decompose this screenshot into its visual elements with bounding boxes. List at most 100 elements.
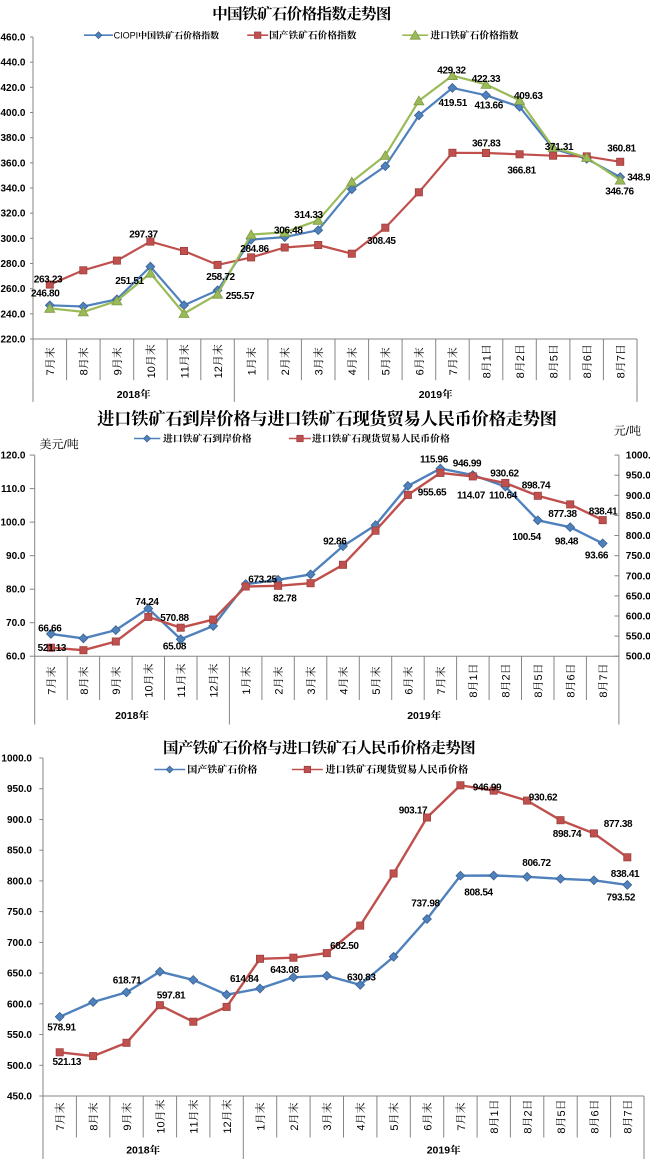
svg-text:0: 0 xyxy=(144,685,156,691)
svg-text:4: 4 xyxy=(347,369,359,375)
svg-text:500.0: 500.0 xyxy=(626,652,650,663)
svg-text:409.63: 409.63 xyxy=(514,91,543,102)
svg-text:82.78: 82.78 xyxy=(273,593,297,604)
svg-text:297.37: 297.37 xyxy=(129,230,158,241)
svg-text:898.74: 898.74 xyxy=(522,481,551,492)
svg-text:950.0: 950.0 xyxy=(7,784,32,795)
svg-text:8: 8 xyxy=(79,688,91,694)
svg-text:6: 6 xyxy=(422,1124,434,1130)
svg-text:650.0: 650.0 xyxy=(7,969,32,980)
svg-text:255.57: 255.57 xyxy=(226,291,255,302)
svg-text:/: / xyxy=(626,424,630,438)
svg-text:1: 1 xyxy=(146,372,158,378)
svg-text:8: 8 xyxy=(589,1127,601,1133)
svg-text:70.0: 70.0 xyxy=(6,618,26,629)
svg-text:3: 3 xyxy=(322,1124,334,1130)
svg-text:8: 8 xyxy=(468,691,480,697)
svg-text:450.0: 450.0 xyxy=(7,1092,32,1103)
svg-text:413.66: 413.66 xyxy=(474,101,503,112)
svg-text:348.97: 348.97 xyxy=(627,173,650,184)
svg-text:3: 3 xyxy=(306,688,318,694)
svg-text:246.80: 246.80 xyxy=(31,289,60,300)
svg-text:800.0: 800.0 xyxy=(626,531,650,542)
svg-text:1: 1 xyxy=(176,691,188,697)
svg-text:578.91: 578.91 xyxy=(47,1023,76,1034)
svg-text:737.98: 737.98 xyxy=(411,899,440,910)
svg-text:950.0: 950.0 xyxy=(626,471,650,482)
svg-text:8: 8 xyxy=(481,372,493,378)
svg-text:2018: 2018 xyxy=(117,389,141,401)
svg-text:7: 7 xyxy=(55,1124,67,1130)
svg-text:521.13: 521.13 xyxy=(53,1057,82,1068)
svg-text:7: 7 xyxy=(456,1124,468,1130)
svg-text:93.66: 93.66 xyxy=(585,551,609,562)
svg-text:74.24: 74.24 xyxy=(135,597,159,608)
svg-text:1: 1 xyxy=(247,369,259,375)
svg-text:877.38: 877.38 xyxy=(548,509,577,520)
svg-text:2: 2 xyxy=(209,685,221,691)
svg-text:946.99: 946.99 xyxy=(473,783,502,794)
svg-text:110.64: 110.64 xyxy=(489,491,518,502)
svg-text:320.0: 320.0 xyxy=(0,209,25,220)
svg-text:2: 2 xyxy=(515,355,527,361)
svg-text:1: 1 xyxy=(209,691,221,697)
svg-text:7: 7 xyxy=(46,688,58,694)
svg-text:306.48: 306.48 xyxy=(274,226,303,237)
svg-text:60.0: 60.0 xyxy=(6,652,26,663)
svg-text:700.0: 700.0 xyxy=(626,571,650,582)
svg-text:1: 1 xyxy=(489,1110,501,1116)
svg-text:1: 1 xyxy=(179,372,191,378)
svg-text:1: 1 xyxy=(255,1124,267,1130)
svg-text:367.83: 367.83 xyxy=(472,138,501,149)
svg-text:346.76: 346.76 xyxy=(605,187,634,198)
svg-text:955.65: 955.65 xyxy=(418,488,447,499)
svg-text:850.0: 850.0 xyxy=(626,511,650,522)
svg-text:600.0: 600.0 xyxy=(626,612,650,623)
svg-text:2019: 2019 xyxy=(419,389,443,401)
svg-text:284.86: 284.86 xyxy=(240,244,269,255)
svg-text:838.41: 838.41 xyxy=(589,507,618,518)
svg-text:66.66: 66.66 xyxy=(38,624,62,635)
svg-text:597.81: 597.81 xyxy=(157,991,186,1002)
svg-text:614.84: 614.84 xyxy=(230,974,259,985)
svg-text:2018: 2018 xyxy=(115,710,139,722)
svg-text:8: 8 xyxy=(549,372,561,378)
svg-text:793.52: 793.52 xyxy=(607,893,636,904)
svg-text:300.0: 300.0 xyxy=(0,234,25,245)
svg-text:750.0: 750.0 xyxy=(7,907,32,918)
svg-text:3: 3 xyxy=(314,369,326,375)
svg-text:1: 1 xyxy=(144,691,156,697)
svg-text:8: 8 xyxy=(89,1124,101,1130)
svg-text:340.0: 340.0 xyxy=(0,184,25,195)
svg-text:4: 4 xyxy=(356,1124,368,1130)
svg-text:850.0: 850.0 xyxy=(7,846,32,857)
svg-text:643.08: 643.08 xyxy=(270,965,299,976)
svg-text:630.83: 630.83 xyxy=(347,972,376,983)
svg-text:550.0: 550.0 xyxy=(7,1030,32,1041)
svg-text:8: 8 xyxy=(523,1127,535,1133)
svg-text:8: 8 xyxy=(533,691,545,697)
svg-text:5: 5 xyxy=(371,688,383,694)
svg-text:CIOPI: CIOPI xyxy=(114,30,139,40)
svg-text:100.54: 100.54 xyxy=(512,532,541,543)
svg-text:5: 5 xyxy=(556,1110,568,1116)
svg-text:946.99: 946.99 xyxy=(453,459,482,470)
svg-text:5: 5 xyxy=(381,369,393,375)
svg-text:8: 8 xyxy=(566,691,578,697)
svg-text:6: 6 xyxy=(582,355,594,361)
svg-text:251.51: 251.51 xyxy=(115,276,144,287)
svg-text:673.25: 673.25 xyxy=(248,575,277,586)
svg-text:1: 1 xyxy=(155,1127,167,1133)
svg-text:838.41: 838.41 xyxy=(611,869,640,880)
svg-text:8: 8 xyxy=(489,1127,501,1133)
svg-text:800.0: 800.0 xyxy=(7,876,32,887)
svg-text:1: 1 xyxy=(468,674,480,680)
svg-text:877.38: 877.38 xyxy=(604,819,633,830)
svg-text:500.0: 500.0 xyxy=(7,1061,32,1072)
svg-text:6: 6 xyxy=(566,674,578,680)
svg-text:100.0: 100.0 xyxy=(0,518,25,529)
svg-text:360.0: 360.0 xyxy=(0,158,25,169)
svg-text:422.33: 422.33 xyxy=(472,74,501,85)
svg-text:806.72: 806.72 xyxy=(522,858,551,869)
svg-text:114.07: 114.07 xyxy=(457,491,486,502)
